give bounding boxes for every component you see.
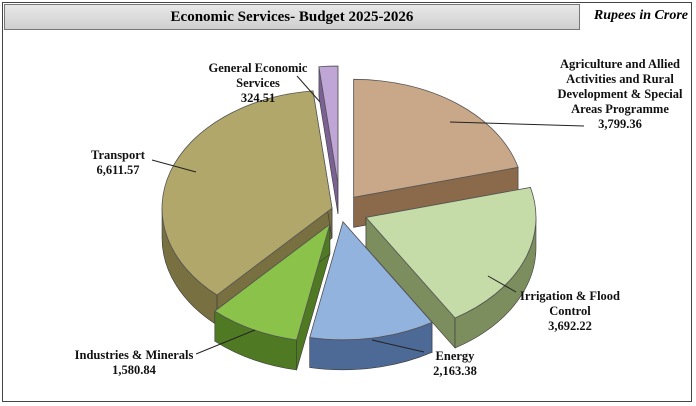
slice-name-label: Irrigation & Flood <box>520 289 620 303</box>
leader-line <box>487 275 517 293</box>
leader-line <box>151 159 197 173</box>
pie-slice <box>161 90 333 296</box>
slice-name-label: Agriculture and Allied <box>560 57 680 71</box>
leader-line <box>371 339 425 353</box>
slice-name-label: Industries & Minerals <box>75 348 194 362</box>
slice-value-label: 2,163.38 <box>433 364 477 378</box>
pie-slice <box>214 223 331 341</box>
slice-name-label: General Economic <box>209 61 308 75</box>
slice-value-label: 1,580.84 <box>112 363 157 377</box>
slice-name-label: Control <box>549 304 591 318</box>
slice-name-label: Transport <box>91 148 146 162</box>
slice-name-label: Energy <box>436 349 476 363</box>
slice-value-label: 6,611.57 <box>96 163 139 177</box>
chart-header: Economic Services- Budget 2025-2026 Rupe… <box>4 4 690 30</box>
leader-line <box>195 329 256 355</box>
pie-slice <box>318 65 339 185</box>
leader-line <box>449 121 585 127</box>
slice-value-label: 324.51 <box>241 91 275 105</box>
unit-label: Rupees in Crore <box>593 8 688 23</box>
slice-name-label: Development & Special <box>558 87 684 101</box>
slice-value-label: 3,692.22 <box>548 319 592 333</box>
leader-line <box>296 75 321 103</box>
pie-slice <box>365 186 537 319</box>
slice-name-label: Areas Programme <box>571 102 669 116</box>
slice-name-label: Activities and Rural <box>566 72 674 86</box>
chart-title: Economic Services- Budget 2025-2026 <box>4 4 580 30</box>
slice-value-label: 3,799.36 <box>598 117 642 131</box>
pie-slice <box>309 221 433 341</box>
pie-slice <box>353 78 519 198</box>
slice-name-label: Services <box>236 76 280 90</box>
